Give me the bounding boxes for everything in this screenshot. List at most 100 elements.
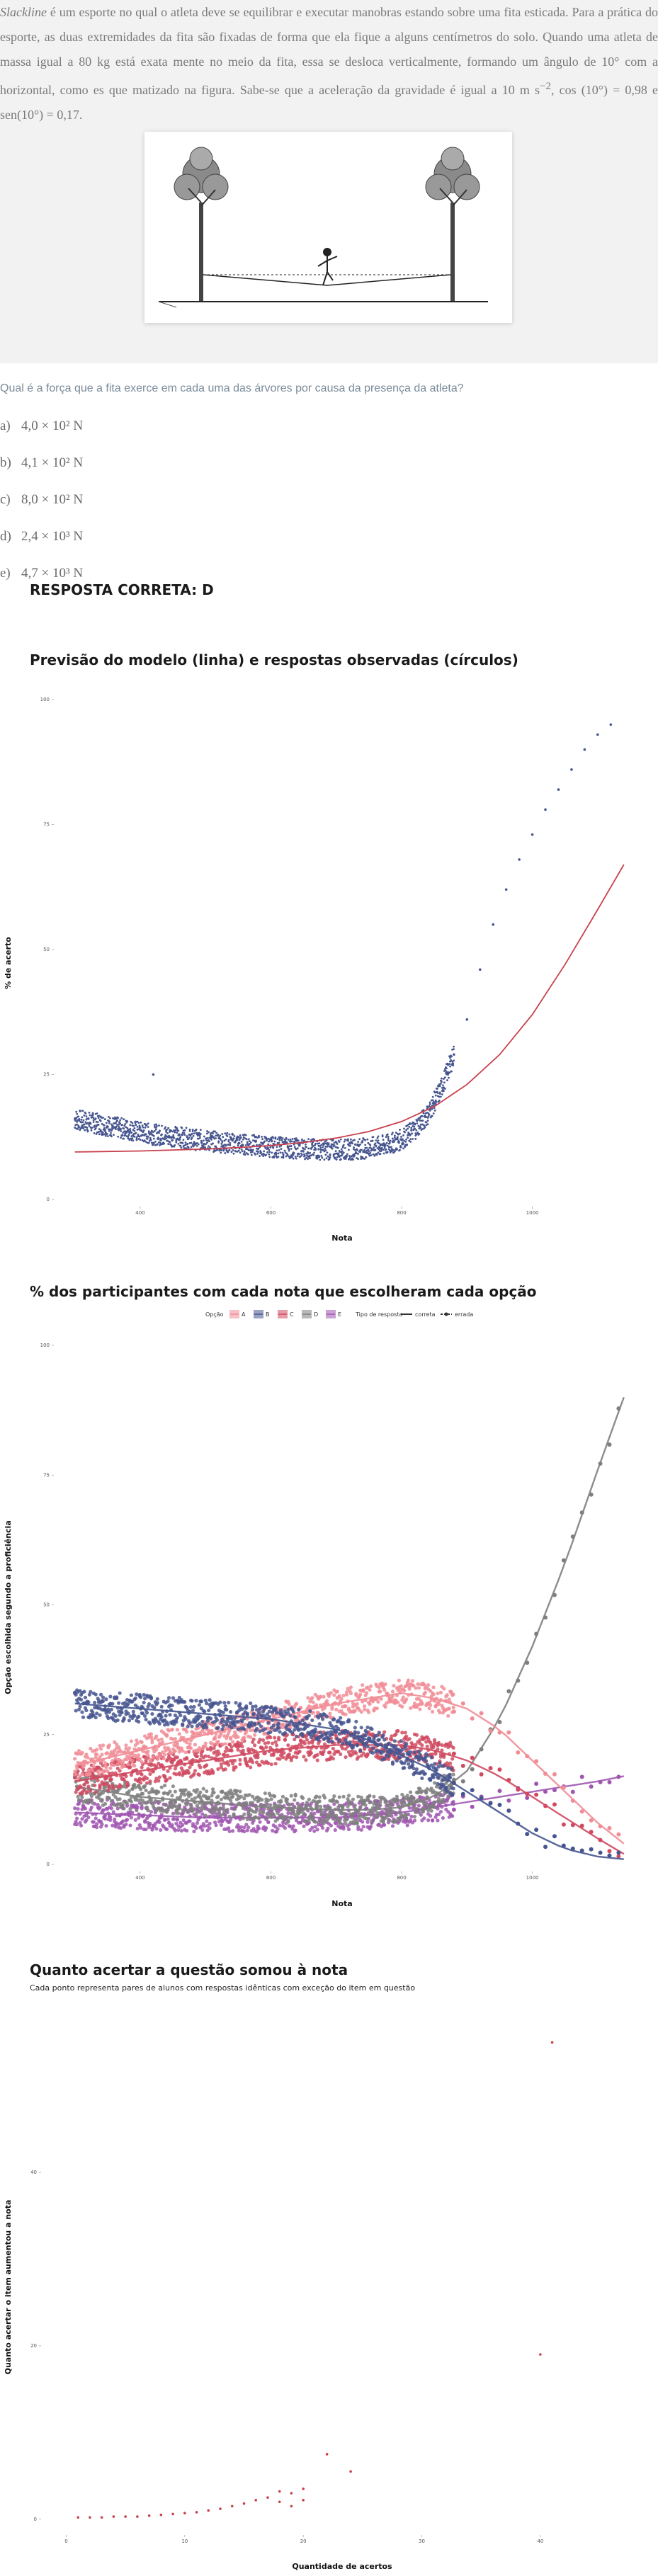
observed-point xyxy=(206,1141,208,1144)
chart2-point-C xyxy=(315,1753,319,1757)
chart2-point-E xyxy=(171,1811,176,1816)
observed-point xyxy=(165,1131,167,1133)
chart2-point-D xyxy=(216,1794,220,1799)
observed-point xyxy=(148,1140,151,1142)
chart2-point-D xyxy=(241,1806,245,1811)
observed-point xyxy=(313,1151,316,1154)
observed-point xyxy=(244,1144,247,1146)
chart2-point-C xyxy=(197,1773,201,1777)
chart2-point-A xyxy=(165,1734,169,1738)
observed-point xyxy=(149,1136,152,1139)
observed-point xyxy=(422,1112,425,1115)
chart1-xtick: 1000 xyxy=(526,1210,539,1216)
observed-point xyxy=(431,1115,433,1117)
observed-point xyxy=(452,1062,454,1065)
observed-point xyxy=(202,1139,205,1142)
chart2-point-C xyxy=(534,1792,539,1797)
chart2-point-E xyxy=(579,1774,584,1779)
option-e[interactable]: e) 4,7 × 10³ N xyxy=(0,566,84,581)
chart2-point-A xyxy=(377,1685,381,1689)
chart2-point-A xyxy=(74,1772,78,1777)
chart2-point-C xyxy=(187,1771,191,1775)
chart2-point-D xyxy=(470,1767,475,1772)
observed-point xyxy=(154,1128,157,1131)
observed-point xyxy=(531,833,534,836)
chart2-point-E xyxy=(309,1801,313,1806)
observed-point xyxy=(122,1132,125,1134)
chart1-xlabel: Nota xyxy=(331,1233,352,1243)
chart2-point-E xyxy=(220,1819,225,1824)
chart2-point-A xyxy=(390,1689,395,1694)
chart2-point-B xyxy=(164,1714,168,1718)
chart2-point-A xyxy=(242,1736,246,1740)
option-a[interactable]: a) 4,0 × 10² N xyxy=(0,418,84,433)
chart2-point-E xyxy=(96,1803,100,1807)
option-b[interactable]: b) 4,1 × 10² N xyxy=(0,455,84,470)
chart2-point-C xyxy=(144,1776,149,1781)
chart2-point-E xyxy=(185,1828,189,1833)
chart2-point-E xyxy=(208,1826,212,1830)
observed-point xyxy=(273,1155,276,1158)
observed-point xyxy=(379,1143,382,1146)
chart2-point-D xyxy=(432,1781,437,1785)
observed-point xyxy=(212,1136,215,1139)
chart2-point-D xyxy=(395,1794,399,1799)
chart2-point-A xyxy=(328,1711,332,1716)
chart2-point-D xyxy=(331,1797,335,1801)
chart2-point-E xyxy=(157,1820,161,1824)
option-d[interactable]: d) 2,4 × 10³ N xyxy=(0,529,84,544)
observed-point xyxy=(375,1153,378,1156)
observed-point xyxy=(181,1134,184,1136)
chart2-point-C xyxy=(616,1854,621,1859)
chart2-point-D xyxy=(242,1796,246,1801)
observed-point xyxy=(376,1141,379,1144)
chart2-point-D xyxy=(100,1799,104,1803)
observed-point xyxy=(131,1122,134,1124)
chart2-point-E xyxy=(128,1823,132,1828)
chart2-point-B xyxy=(142,1692,146,1697)
observed-point xyxy=(138,1135,141,1138)
observed-point xyxy=(137,1134,140,1136)
observed-point xyxy=(208,1145,210,1148)
observed-point xyxy=(351,1155,353,1158)
chart2-point-D xyxy=(133,1785,137,1789)
observed-point xyxy=(120,1128,123,1130)
chart2-xtick: 800 xyxy=(397,1875,406,1881)
chart2-point-A xyxy=(368,1687,372,1692)
chart2-point-D xyxy=(263,1791,267,1796)
chart1-ytick: 50 xyxy=(43,947,50,952)
chart2-point-D xyxy=(218,1813,222,1818)
observed-point xyxy=(425,1121,428,1124)
chart2-series-B xyxy=(73,1688,621,1858)
observed-point xyxy=(364,1144,367,1146)
observed-point xyxy=(271,1151,273,1154)
observed-point xyxy=(445,1069,447,1072)
observed-point xyxy=(116,1119,118,1122)
chart2-point-D xyxy=(188,1802,193,1807)
chart2-point-D xyxy=(418,1786,422,1791)
observed-point xyxy=(449,1056,451,1059)
chart2-point-D xyxy=(335,1800,339,1804)
option-c[interactable]: c) 8,0 × 10² N xyxy=(0,492,84,507)
chart2-point-A xyxy=(188,1742,192,1746)
observed-point xyxy=(431,1099,434,1102)
chart2-point-C xyxy=(191,1758,195,1762)
chart2-point-C xyxy=(450,1757,455,1761)
observed-point xyxy=(443,1081,446,1084)
chart2-point-A xyxy=(169,1751,174,1755)
chart2-point-E xyxy=(506,1798,511,1803)
observed-point xyxy=(303,1139,305,1142)
observed-point xyxy=(75,1117,78,1119)
observed-point xyxy=(142,1131,144,1134)
chart2-point-D xyxy=(346,1794,351,1798)
observed-point xyxy=(94,1127,97,1129)
chart2-point-E xyxy=(231,1829,235,1833)
chart2-point-B xyxy=(183,1717,188,1721)
observed-point xyxy=(358,1138,361,1141)
chart2-point-A xyxy=(402,1689,407,1693)
observed-point xyxy=(239,1136,242,1139)
legend-option-E: E xyxy=(338,1311,341,1318)
chart2-point-C xyxy=(311,1738,315,1742)
chart2-point-C xyxy=(256,1753,260,1757)
chart2-point-D xyxy=(431,1801,436,1805)
